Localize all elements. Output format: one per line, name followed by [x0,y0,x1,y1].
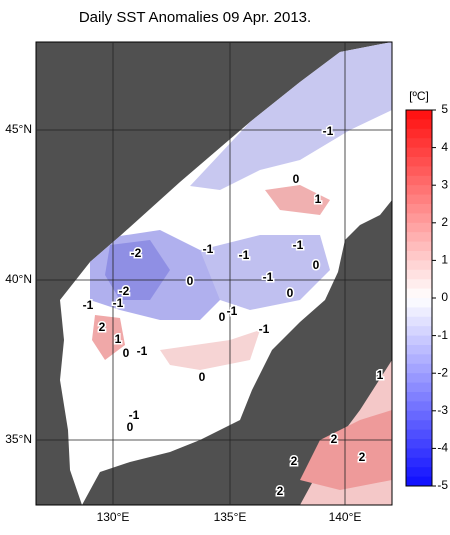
colorbar-band [406,194,432,205]
colorbar-band [406,260,432,271]
colorbar-band [406,279,432,290]
contour-label: -2 [131,246,142,260]
contour-label: 2 [277,484,284,498]
colorbar-tick-label: -4 [437,441,448,455]
colorbar-tick-label: 4 [441,140,448,154]
lat-label: 45°N [5,122,32,136]
contour-label: 1 [315,192,322,206]
lon-label: 130°E [97,510,130,524]
colorbar-band [406,429,432,440]
colorbar-tick-label: 5 [441,102,448,116]
contour-label: 1 [377,368,384,382]
colorbar-band [406,392,432,402]
contour-label: 0 [313,258,320,272]
colorbar-band [406,222,432,233]
contour-label: -1 [113,296,124,310]
colorbar-band [406,307,432,318]
contour-label: -2 [119,284,130,298]
lat-label: 40°N [5,272,32,286]
colorbar-band [406,467,432,478]
contour-label: 0 [219,310,226,324]
contour-label: -1 [203,242,214,256]
contour-label: -1 [137,344,148,358]
contour-label: 0 [287,286,294,300]
contour-label: -1 [263,270,274,284]
colorbar-tick-label: -3 [437,403,448,417]
colorbar-band [406,251,432,261]
colorbar-tick-label: 3 [441,177,448,191]
colorbar-tick-label: 2 [441,215,448,229]
contour-label: 0 [293,172,300,186]
colorbar-band [406,138,432,149]
colorbar-band [406,241,432,252]
contour-label: -1 [239,248,250,262]
colorbar-band [406,269,432,280]
contour-label: 0 [199,370,206,384]
colorbar-band [406,345,432,355]
colorbar-band [406,382,432,393]
anomaly-area [190,42,392,190]
colorbar-band [406,420,432,431]
colorbar-band [406,335,432,346]
contour-label: 0 [127,420,134,434]
contour-label: 2 [291,454,298,468]
lat-label: 35°N [5,432,32,446]
colorbar-tick-label: 0 [441,290,448,304]
colorbar-band [406,410,432,421]
contour-label: 2 [99,320,106,334]
lon-label: 140°E [329,510,362,524]
anomaly-area [105,240,170,300]
contour-label: -1 [129,408,140,422]
colorbar-band [406,298,432,308]
colorbar-band [406,401,432,412]
map-frame [35,41,393,506]
colorbar-band [406,185,432,196]
contour-label: 0 [123,346,130,360]
colorbar-band [406,110,432,120]
anomaly-area [265,185,330,215]
contour-label: -1 [293,238,304,252]
contour-label: 1 [115,332,122,346]
colorbar-band [406,204,432,214]
colorbar-band [406,316,432,327]
colorbar-band [406,232,432,243]
colorbar-tick-label: -1 [437,328,448,342]
contour-label: -1 [259,322,270,336]
contour-label: -1 [323,124,334,138]
colorbar-band [406,147,432,158]
lon-label: 135°E [214,510,247,524]
colorbar-tick-label: -5 [437,478,448,492]
contour-label: 0 [187,274,194,288]
colorbar-band [406,166,432,177]
anomaly-area [200,235,330,310]
colorbar-tick-label: 1 [441,253,448,267]
colorbar-band [406,439,432,449]
colorbar-band [406,448,432,459]
anomaly-area [300,410,392,490]
colorbar-band [406,213,432,224]
colorbar-unit: [ºC] [409,89,429,103]
colorbar-band [406,457,432,468]
map [36,42,392,505]
colorbar-band [406,288,432,299]
colorbar-band [406,128,432,139]
anomaly-area [92,315,125,360]
colorbar-band [406,373,432,384]
title: Daily SST Anomalies 09 Apr. 2013. [79,9,311,26]
anomaly-area [160,330,260,370]
colorbar-band [406,363,432,374]
colorbar-tick-label: -2 [437,365,448,379]
contour-label: -1 [83,298,94,312]
colorbar-band [406,157,432,167]
colorbar-band [406,175,432,186]
contour-label: 2 [359,450,366,464]
contour-label: -1 [227,304,238,318]
colorbar-band [406,476,432,487]
colorbar-band [406,119,432,130]
colorbar-band [406,354,432,365]
contour-label: 2 [331,432,338,446]
colorbar-band [406,326,432,337]
